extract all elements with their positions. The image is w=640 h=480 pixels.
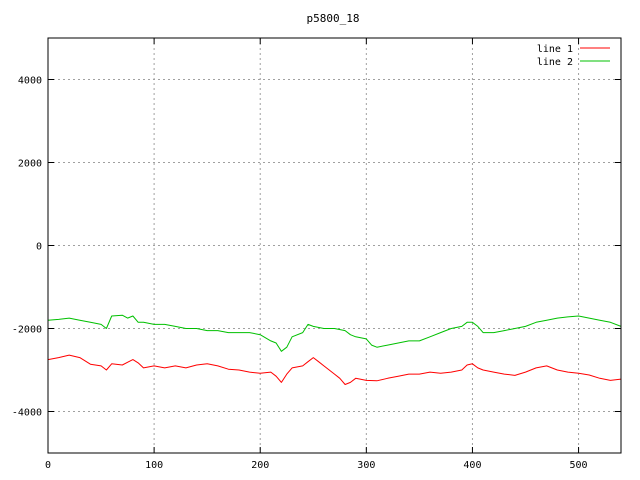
- legend-label-1: line 1: [537, 44, 573, 55]
- x-tick-label: 0: [45, 460, 51, 471]
- y-tick-label: 2000: [18, 159, 42, 170]
- x-tick-label: 100: [145, 460, 163, 471]
- ticks: 0 100 200 300 400 500 -4000 -2000 0 2000 4000: [12, 38, 621, 471]
- x-tick-label: 400: [463, 460, 481, 471]
- legend: line 1 line 2: [537, 44, 610, 68]
- y-tick-label: 4000: [18, 76, 42, 87]
- y-tick-label: 0: [36, 242, 42, 253]
- x-tick-label: 300: [357, 460, 375, 471]
- series-group: [47, 314, 622, 385]
- grid: [48, 38, 621, 453]
- x-tick-label: 200: [251, 460, 269, 471]
- chart-title: p5800_18: [307, 12, 360, 25]
- series-line-1: [47, 354, 622, 385]
- series-line-2: [47, 314, 622, 352]
- legend-label-2: line 2: [537, 57, 573, 68]
- y-tick-label: -2000: [12, 325, 42, 336]
- y-tick-label: -4000: [12, 408, 42, 419]
- x-tick-label: 500: [570, 460, 588, 471]
